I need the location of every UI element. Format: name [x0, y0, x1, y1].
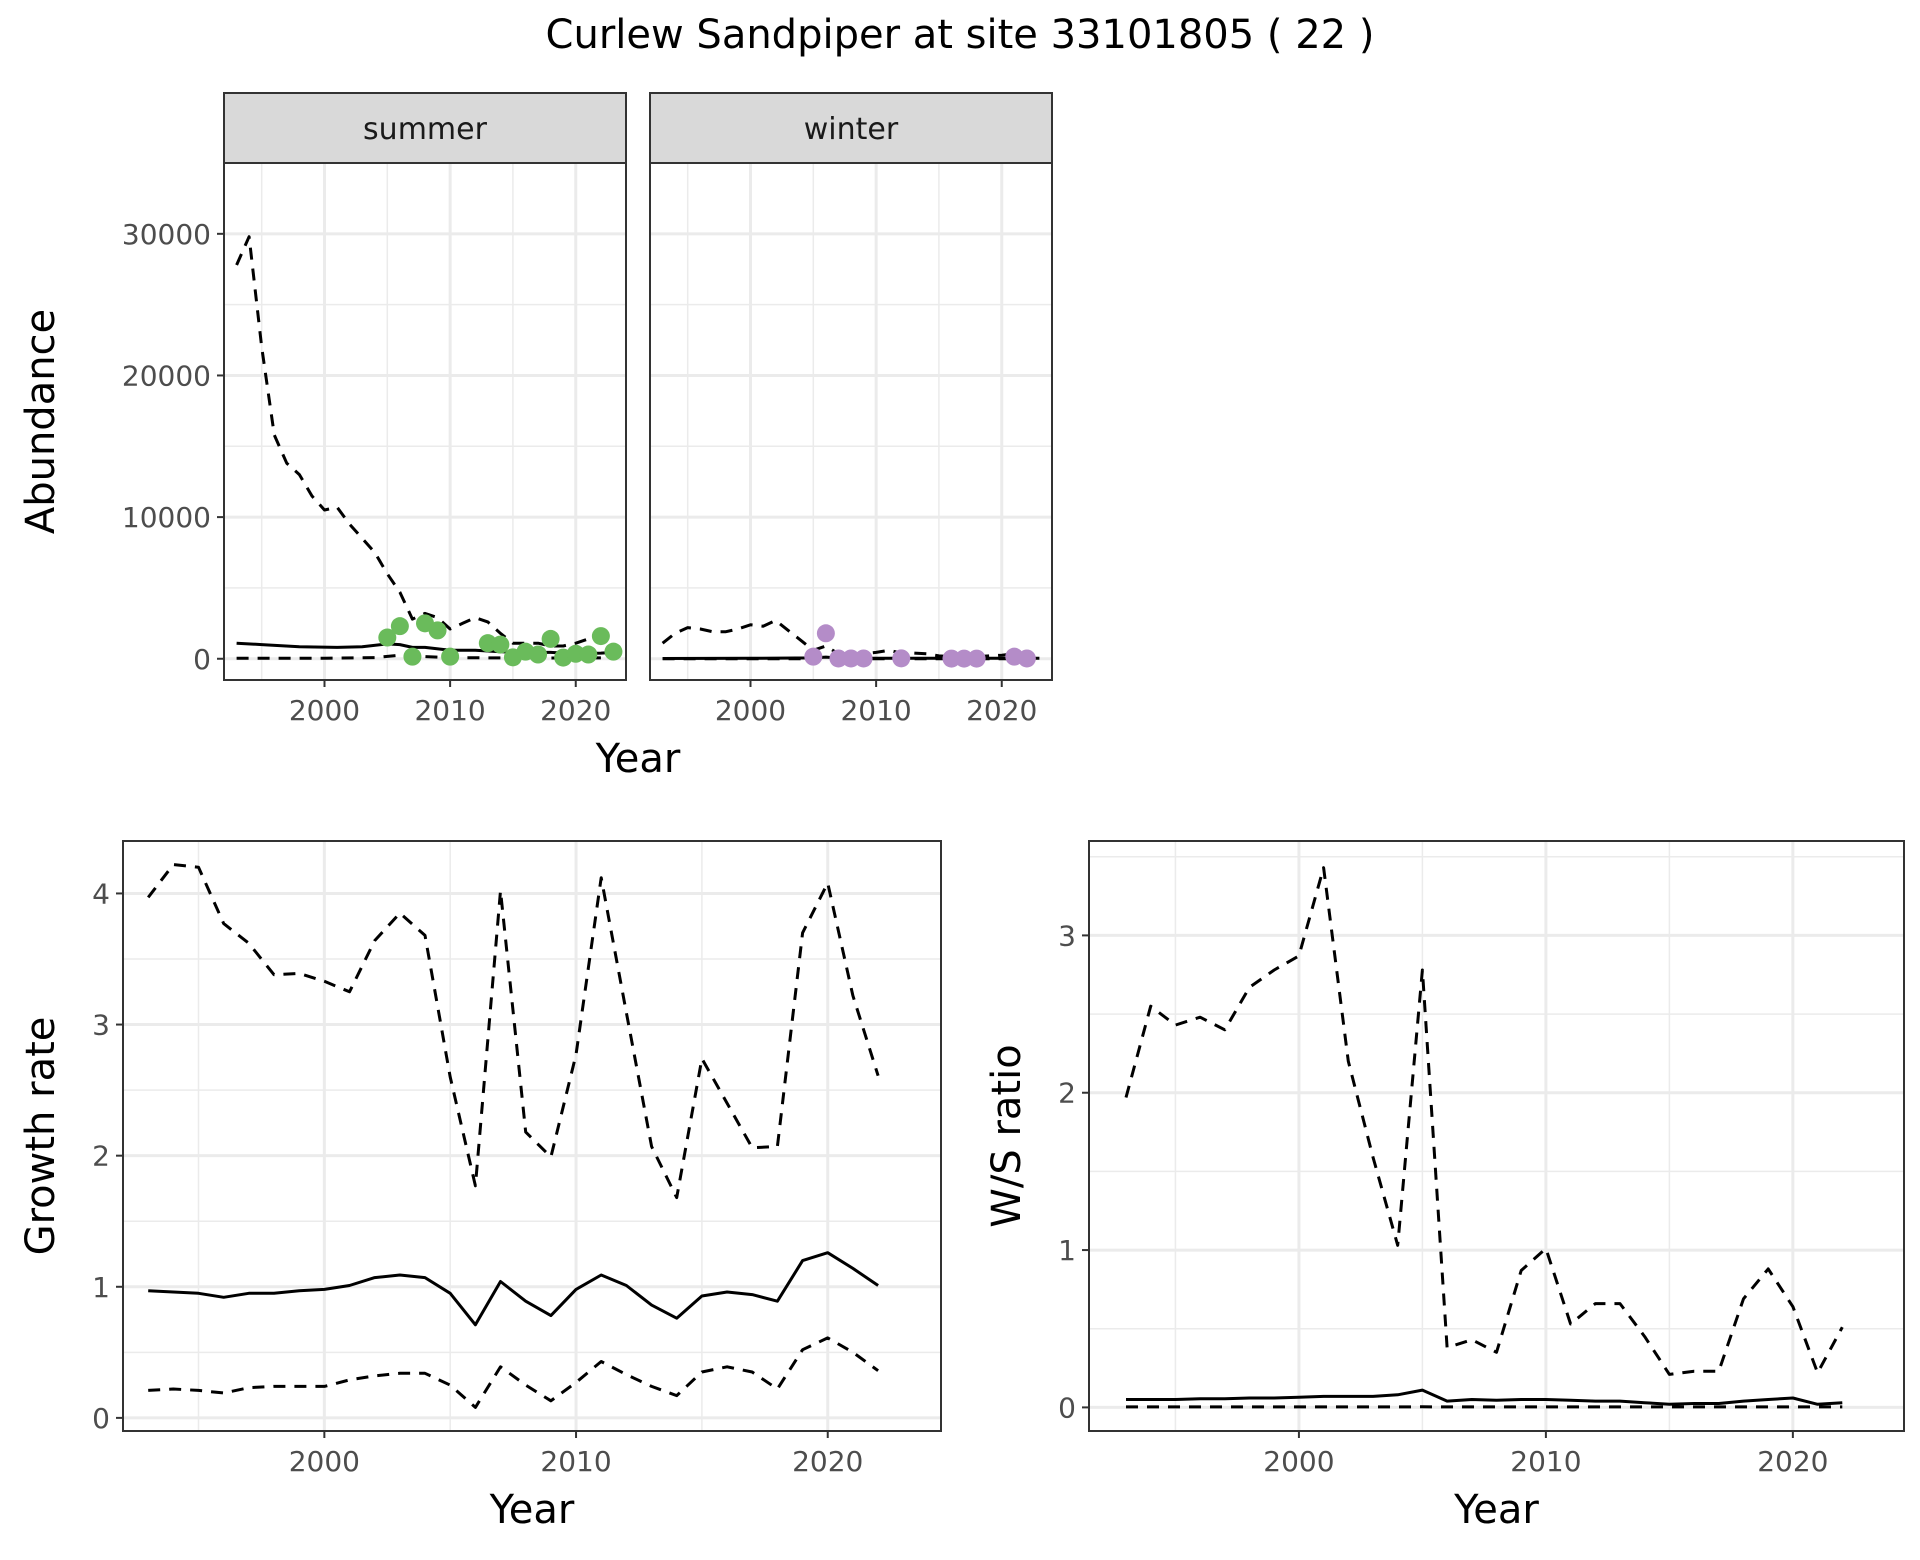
facet-winter-data-point [955, 649, 974, 668]
abundance-x-axis-title: Year [595, 736, 681, 782]
ratio-series-line [1126, 1388, 1843, 1406]
facet-winter-data-point [942, 649, 961, 668]
facet-summer-data-point [604, 642, 623, 661]
facet-plot-background [224, 163, 626, 680]
growth-ytick-label: 4 [92, 877, 110, 910]
growth-series-line [147, 863, 880, 1200]
growth-x-axis-title: Year [489, 1487, 575, 1533]
facet-summer-data-point [491, 635, 510, 654]
facet-strip [223, 92, 627, 164]
ratio-series-line [1124, 866, 1844, 1376]
ratio-plot-border [1088, 840, 1905, 1432]
facet-summer-xtick-label: 2020 [540, 694, 611, 727]
abundance-ytick-label: 10000 [122, 501, 211, 534]
growth-plot-background [123, 841, 941, 1431]
ratio-x-axis-title: Year [1453, 1487, 1539, 1533]
facet-strip-label: winter [804, 112, 899, 147]
facet-summer-data-point [378, 628, 397, 647]
abundance-ytick-label: 0 [193, 643, 211, 676]
facet-winter-data-point [804, 647, 823, 666]
ratio-ytick-label: 2 [1058, 1077, 1076, 1110]
growth-xtick-label: 2000 [289, 1445, 360, 1478]
ratio-plot-background [1089, 841, 1904, 1431]
growth-ytick-label: 0 [92, 1402, 110, 1435]
growth-ytick-label: 3 [92, 1009, 110, 1042]
facet-strip-label: summer [363, 112, 488, 147]
facet-plot-border [223, 162, 627, 681]
facet-winter-data-point [829, 649, 848, 668]
facet-winter-data-point [842, 649, 860, 668]
facet-summer-data-point [390, 617, 409, 636]
growth-series-line [148, 1251, 879, 1327]
growth-ytick-label: 1 [92, 1271, 110, 1304]
facet-summer-data-point [428, 621, 447, 640]
facet-summer-data-point [541, 629, 560, 648]
figure-title: Curlew Sandpiper at site 33101805 ( 22 ) [546, 12, 1375, 58]
facet-winter-xtick-label: 2010 [840, 694, 911, 727]
facet-summer-xtick-label: 2000 [289, 694, 360, 727]
facet-summer-data-point [529, 645, 548, 664]
facet-summer-series-line [235, 235, 602, 648]
facet-winter-data-point [1017, 649, 1036, 668]
abundance-ytick-label: 30000 [122, 218, 211, 251]
ratio-y-axis-title: W/S ratio [984, 1044, 1030, 1227]
facet-summer-xtick-label: 2010 [414, 694, 485, 727]
facet-winter: winter 2000 2010 2020 [649, 92, 1053, 727]
facet-plot-background [650, 163, 1052, 680]
growth-plot-border [122, 840, 942, 1432]
growth-xtick-label: 2020 [792, 1445, 863, 1478]
ratio-ytick-label: 1 [1058, 1234, 1076, 1267]
facet-summer-data-point [403, 647, 422, 666]
ratio-xtick-label: 2010 [1510, 1445, 1581, 1478]
ratio-xtick-label: 2000 [1263, 1445, 1334, 1478]
abundance-y-axis-title: Abundance [18, 309, 64, 534]
growth-panel: 2000 2010 2020 0 1 2 3 4 Year Growth rate [18, 840, 942, 1533]
facet-winter-data-point [892, 649, 911, 668]
facet-summer: summer 2000 2010 2020 0 10000 20000 30000 [122, 92, 627, 727]
facet-summer-data-point [441, 647, 460, 666]
growth-y-axis-title: Growth rate [18, 1017, 64, 1256]
growth-series-line [148, 1336, 879, 1409]
ratio-xtick-label: 2020 [1757, 1445, 1828, 1478]
ratio-ytick-label: 3 [1058, 919, 1076, 952]
ratio-ytick-label: 0 [1058, 1391, 1076, 1424]
growth-ytick-label: 2 [92, 1140, 110, 1173]
facet-winter-data-point [854, 649, 873, 668]
facet-summer-data-point [579, 645, 598, 664]
abundance-ytick-label: 20000 [122, 359, 211, 392]
facet-winter-data-point [816, 624, 835, 643]
facet-winter-xtick-label: 2020 [966, 694, 1037, 727]
growth-xtick-label: 2010 [540, 1445, 611, 1478]
facet-strip [649, 92, 1053, 164]
facet-plot-border [649, 162, 1053, 681]
ratio-panel: 2000 2010 2020 0 1 2 3 Year W/S ratio [984, 840, 1905, 1533]
facet-winter-data-point [967, 649, 986, 668]
facet-winter-xtick-label: 2000 [715, 694, 786, 727]
facet-summer-data-point [591, 627, 610, 646]
abundance-panel: summer 2000 2010 2020 0 10000 20000 30000 winter… [18, 92, 1053, 782]
